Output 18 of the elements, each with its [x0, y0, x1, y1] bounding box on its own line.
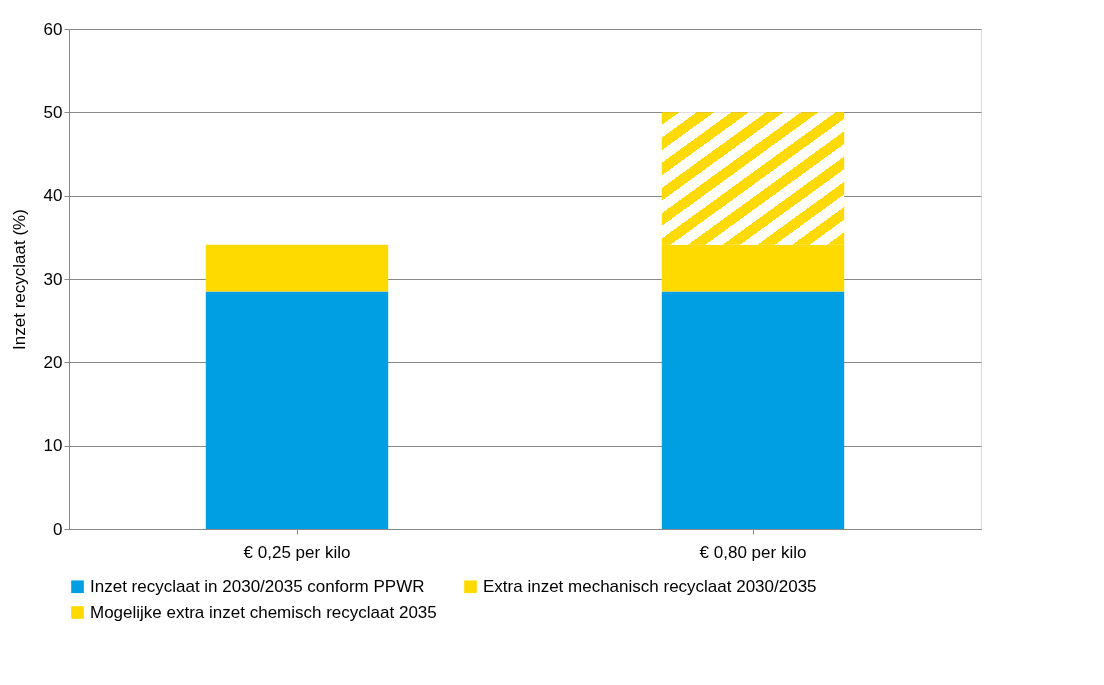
legend-label: Inzet recyclaat in 2030/2035 conform PPWR	[90, 576, 425, 596]
bar	[661, 244, 845, 292]
bar	[205, 291, 389, 529]
bar	[661, 112, 845, 245]
x-tick-label: € 0,25 per kilo	[243, 542, 351, 562]
bar	[661, 291, 845, 529]
y-tick-label: 20	[43, 352, 63, 372]
legend-label: Mogelijke extra inzet chemisch recyclaat 2035	[90, 602, 437, 622]
y-axis-title: Inzet recyclaat (%)	[9, 209, 29, 350]
y-tick-label: 0	[53, 519, 63, 539]
legend-label: Extra inzet mechanisch recyclaat 2030/2035	[483, 576, 817, 596]
x-tick-label: € 0,80 per kilo	[699, 542, 807, 562]
y-tick-label: 50	[43, 102, 63, 122]
bar	[205, 244, 389, 292]
y-tick-label: 10	[43, 436, 63, 456]
y-tick-label: 40	[43, 186, 63, 206]
y-tick-label: 30	[43, 269, 63, 289]
y-tick-label: 60	[43, 19, 63, 39]
